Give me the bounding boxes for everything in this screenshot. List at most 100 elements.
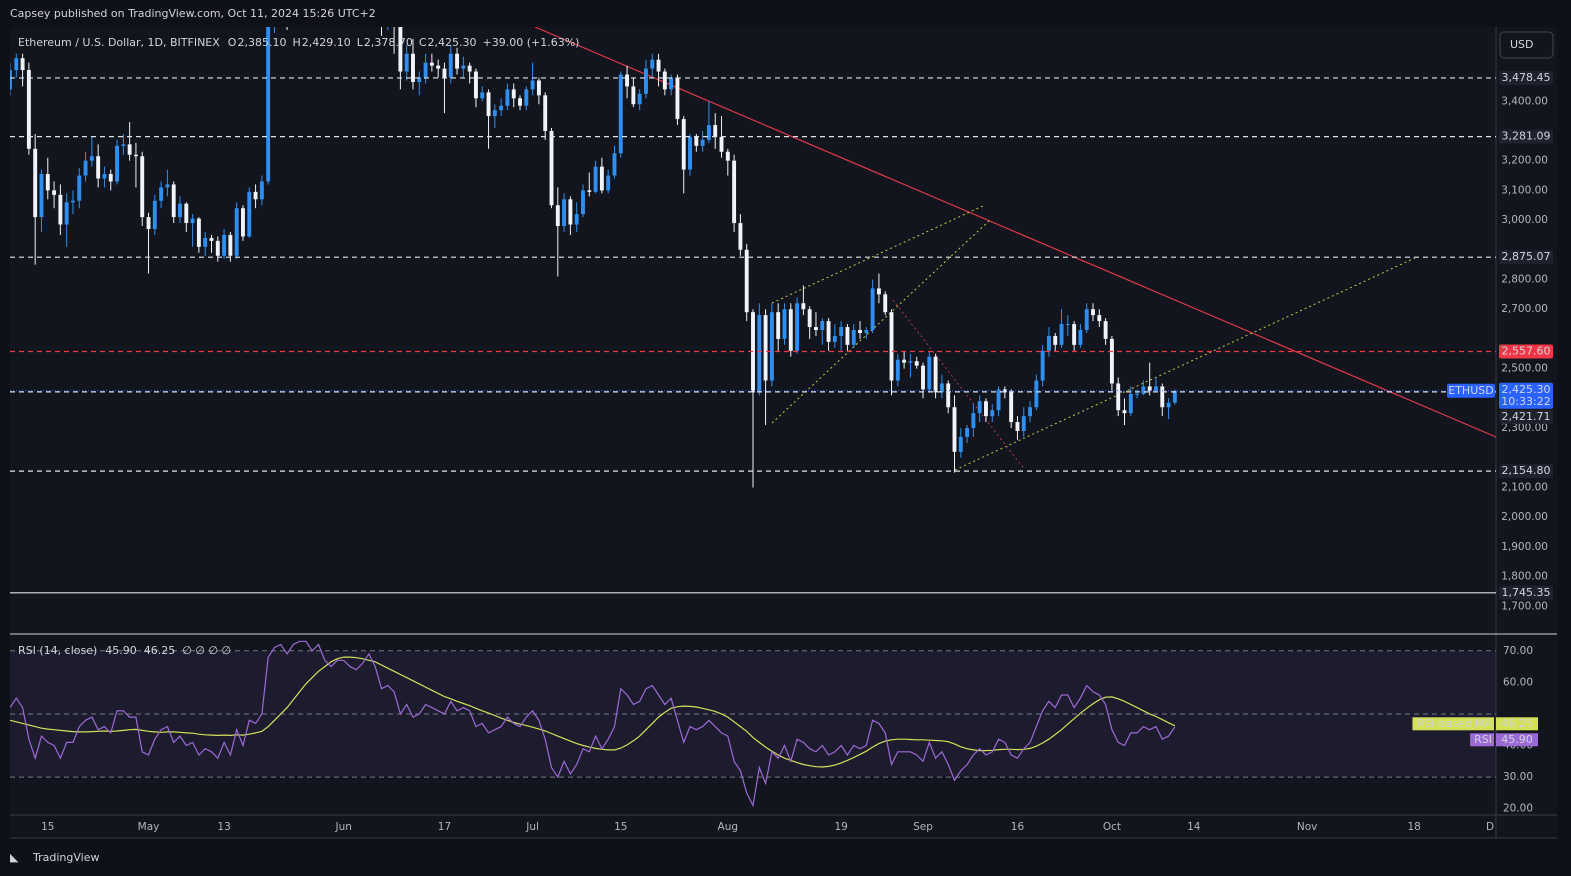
candle-body (45, 174, 50, 191)
y-tick-label: 2,300.00 (1501, 422, 1548, 434)
x-tick-label: 19 (834, 821, 847, 833)
candle-body (549, 130, 554, 206)
y-tick-label: 1,800.00 (1501, 571, 1548, 583)
candle-body (184, 203, 189, 224)
y-tick-label: 3,200.00 (1501, 155, 1548, 167)
indicator-value: 46.25 (144, 644, 176, 657)
candle-body (96, 156, 101, 179)
symbol-box (1447, 383, 1495, 398)
level-label: 1,745.35 (1502, 586, 1551, 599)
candle-body (908, 361, 913, 363)
level-label: 3,281.09 (1502, 130, 1551, 143)
candle-body (461, 65, 466, 69)
candle-body (644, 68, 648, 94)
candle-body (914, 361, 919, 366)
candle-body (108, 174, 113, 182)
value-label: 46.25 (1501, 717, 1533, 730)
candle-body (26, 70, 31, 149)
drawings (534, 27, 1496, 471)
candle-body (921, 365, 925, 390)
candle-body (593, 166, 598, 192)
candle-body (10, 70, 12, 90)
x-tick-label: 15 (614, 821, 627, 833)
candle-body (581, 190, 585, 215)
candle-body (486, 92, 491, 117)
x-tick-label: Jun (335, 821, 352, 833)
candle-body (518, 98, 522, 106)
value-box (1496, 717, 1538, 731)
value-label: 45.90 (1501, 733, 1533, 746)
candle-body (952, 407, 957, 452)
value-box (1496, 733, 1538, 747)
candle-body (39, 174, 44, 218)
candle-body (927, 356, 932, 390)
candle-body (253, 191, 258, 200)
ohlc-value: 2,425.30 (428, 36, 477, 49)
candle-body (1028, 407, 1033, 417)
level-label: 2,421.71 (1502, 410, 1551, 423)
series-name: RSI (1474, 733, 1492, 746)
rsi-pane (10, 640, 1496, 808)
candle-body (1135, 393, 1140, 395)
candle-body (1065, 324, 1070, 326)
candle-body (669, 77, 674, 90)
candle-body (1109, 338, 1114, 384)
level-label-box (1499, 409, 1553, 424)
candle-body (625, 74, 630, 87)
y-tick-label: 2,000.00 (1501, 511, 1548, 523)
name-box (1412, 717, 1494, 731)
currency[interactable]: USD (1510, 38, 1534, 51)
level-label-box (1499, 70, 1553, 85)
candle-body (411, 53, 415, 82)
candle-body (234, 208, 239, 256)
candle-body (1002, 389, 1007, 393)
candle-body (719, 136, 724, 152)
candle-body (455, 53, 460, 69)
candle-body (562, 199, 567, 227)
y-tick-label: 2,500.00 (1501, 363, 1548, 375)
candle-body (404, 53, 409, 72)
change: +39.00 (+1.63%) (483, 36, 580, 49)
brand-mark: ◣ (10, 851, 19, 864)
level-label-box (1499, 129, 1553, 144)
candle-body (858, 330, 862, 333)
candle-body (505, 89, 510, 106)
candle-body (64, 202, 69, 225)
candle-body (1103, 321, 1108, 339)
candle-body (675, 77, 680, 120)
candle-body (530, 80, 535, 90)
candle-body (971, 413, 976, 429)
candle-body (832, 335, 837, 342)
level-label-box (1499, 464, 1553, 479)
x-tick-label: Oct (1103, 821, 1121, 833)
candle-body (612, 153, 617, 176)
x-tick-label: Aug (718, 821, 739, 833)
candle-body (203, 237, 208, 247)
ohlc-value: 2,429.10 (302, 36, 351, 49)
candle-body (958, 436, 963, 452)
candle-body (1141, 386, 1146, 394)
candle-body (1172, 390, 1177, 403)
currency-button[interactable] (1499, 31, 1554, 59)
y-tick-label: 2,700.00 (1501, 303, 1548, 315)
price-pane (10, 27, 1496, 594)
x-tick-label: D (1486, 821, 1494, 833)
candle-body (33, 148, 38, 218)
candle-body (795, 303, 800, 351)
candle-body (1166, 402, 1171, 408)
candle-body (744, 249, 749, 313)
candle-body (1059, 324, 1064, 345)
candle-body (121, 144, 126, 146)
candle-body (146, 217, 151, 229)
candle-body (694, 136, 699, 146)
name-box (1470, 733, 1494, 747)
last-price-label: 2,425.30 (1502, 383, 1551, 396)
candle-body (1009, 392, 1014, 423)
candle-body (127, 144, 132, 155)
candle-body (732, 160, 737, 224)
candle-body (788, 309, 793, 351)
candle-body (769, 312, 774, 381)
indicator-line (10, 640, 1176, 808)
candle-body (650, 59, 655, 69)
y-tick-label: 1,700.00 (1501, 600, 1548, 612)
